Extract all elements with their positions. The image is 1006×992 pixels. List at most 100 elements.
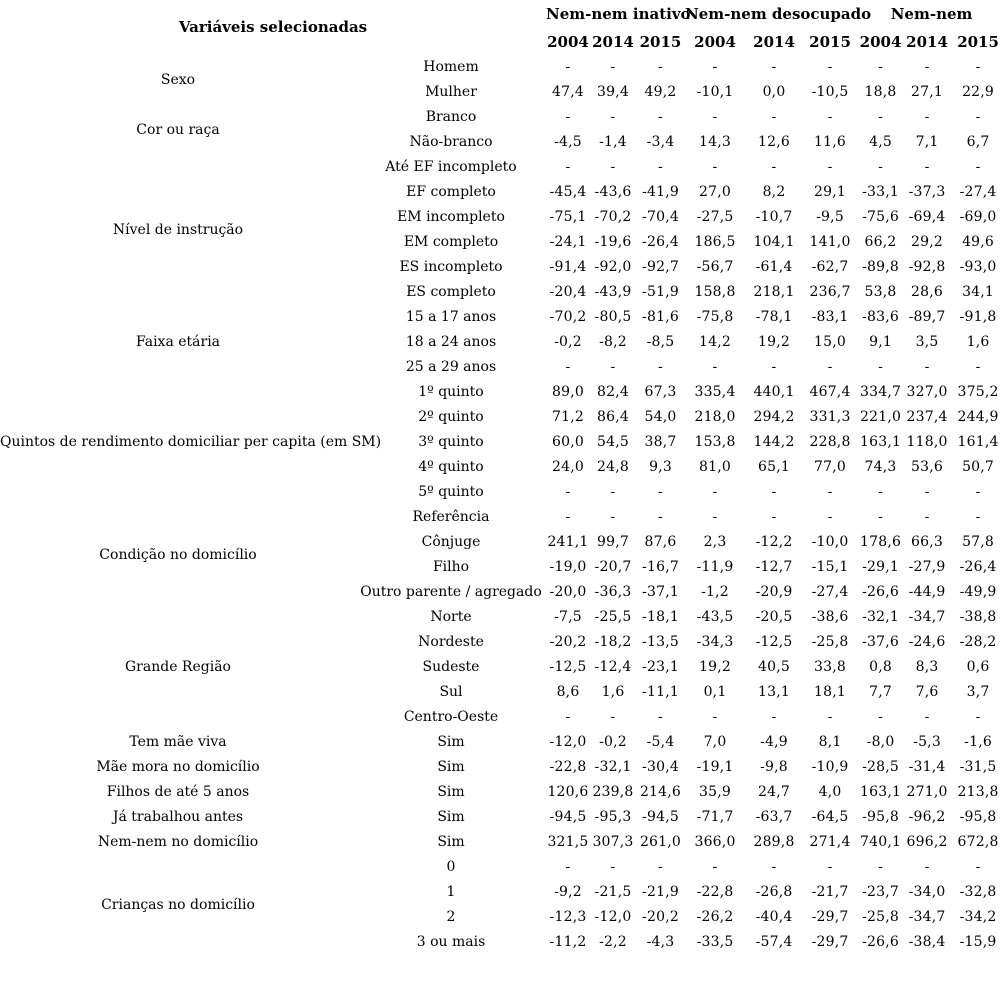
category-cell: Mãe mora no domicílio [96,759,260,775]
value-cell: - [610,59,616,75]
value-cell: -10,5 [811,84,849,100]
subcategory-cell: 18 a 24 anos [405,334,497,350]
value-cell: - [565,59,571,75]
value-cell: -25,8 [862,909,899,925]
value-cell: 218,1 [753,284,795,300]
value-cell: -16,7 [642,559,679,575]
value-cell: - [610,709,616,725]
value-cell: - [658,859,663,875]
value-cell: -1,2 [701,584,729,600]
value-cell: -18,1 [642,609,679,625]
year-header: 2015 [957,33,999,51]
subcategory-cell: Não-branco [409,134,493,150]
table-row: 2º quinto 71,2 86,4 54,0 218,0 294,2 331,3 221,… [0,405,1006,430]
value-cell: -37,3 [908,184,946,200]
value-cell: 67,3 [644,384,677,400]
value-cell: - [771,709,777,725]
value-cell: -92,8 [908,259,946,275]
value-cell: 236,7 [809,284,851,300]
year-header: 2014 [906,33,948,51]
category-cell: Grande Região [125,659,231,675]
table-row: 2 -12,3 -12,0 -20,2 -26,2 -40,4 -29,7 -25,8 -34,… [0,905,1006,930]
value-cell: - [565,159,571,175]
value-cell: 261,0 [639,834,682,850]
value-cell: 4,5 [869,134,892,150]
value-cell: - [827,109,833,125]
value-cell: -21,7 [811,884,849,900]
value-cell: - [827,59,833,75]
value-cell: -56,7 [696,259,734,275]
value-cell: 14,3 [699,134,731,150]
value-cell: 440,1 [753,384,795,400]
value-cell: 50,7 [962,459,995,475]
value-cell: 13,1 [758,684,790,700]
value-cell: 307,3 [592,834,634,850]
value-cell: 15,0 [814,334,847,350]
table-row: Nem-nem no domicílio Sim 321,5 307,3 261,0 36… [0,830,1006,855]
subcategory-cell: 15 a 17 anos [405,309,497,325]
value-cell: - [658,159,663,175]
value-cell: -92,0 [594,259,632,275]
value-cell: -71,7 [696,809,734,825]
category-cell: Condição no domicílio [99,546,257,563]
value-cell: 11,6 [814,134,847,150]
value-cell: -20,2 [549,634,587,650]
value-cell: - [975,59,981,75]
table-row: ES incompleto -91,4 -92,0 -92,7 -56,7 -61,4 -6… [0,255,1006,280]
value-cell: 71,2 [552,409,584,425]
value-cell: -49,9 [959,584,997,600]
value-cell: -51,9 [642,284,679,300]
value-cell: 99,7 [597,534,629,550]
value-cell: 47,4 [552,84,584,100]
value-cell: 66,2 [864,234,897,250]
value-cell: - [565,509,571,525]
value-cell: -70,2 [594,209,632,225]
value-cell: 0,8 [869,659,892,675]
value-cell: -89,7 [908,309,946,325]
subcategory-cell: 3º quinto [418,434,484,450]
value-cell: - [924,109,930,125]
value-cell: - [610,484,616,500]
value-cell: 294,2 [753,409,795,425]
value-cell: 9,1 [869,334,892,350]
value-cell: -91,8 [959,309,997,325]
value-cell: - [827,859,833,875]
value-cell: -4,5 [554,134,582,150]
value-cell: -34,7 [908,609,946,625]
value-cell: -10,1 [696,84,734,100]
value-cell: 0,6 [966,659,990,675]
value-cell: -29,1 [862,559,899,575]
value-cell: - [878,59,884,75]
value-cell: 366,0 [694,834,736,850]
value-cell: -95,3 [594,809,632,825]
table-row: Tem mãe viva Sim -12,0 -0,2 -5,4 7,0 -4,9 8,1 -8… [0,730,1006,755]
value-cell: 1,6 [601,684,625,700]
subcategory-cell: 1 [446,884,456,900]
value-cell: 7,7 [869,684,892,700]
table-row: 25 a 29 anos - - - - - - - - - [0,355,1006,380]
value-cell: -21,5 [594,884,632,900]
value-cell: - [771,59,777,75]
subcategory-cell: 25 a 29 anos [405,359,497,375]
value-cell: -93,0 [959,259,997,275]
value-cell: -33,5 [696,934,734,950]
value-cell: - [771,359,777,375]
table-row: Mãe mora no domicílio Sim -22,8 -32,1 -30,4 -… [0,755,1006,780]
value-cell: - [712,159,718,175]
table-row: Filho -19,0 -20,7 -16,7 -11,9 -12,7 -15,1 -29,1… [0,555,1006,580]
value-cell: 244,9 [957,409,999,425]
category-cell: Nem-nem no domicílio [97,834,259,850]
subcategory-cell: 4º quinto [418,459,484,475]
table-row: 4º quinto 24,0 24,8 9,3 81,0 65,1 77,0 74,3 53,6… [0,455,1006,480]
table-row: Cônjuge 241,1 99,7 87,6 2,3 -12,2 -10,0 178,6 66… [0,530,1006,555]
year-header-row: 2004 2014 2015 2004 2014 2015 2004 2014 … [0,29,1006,55]
value-cell: -12,2 [755,534,793,550]
value-cell: -11,2 [549,934,587,950]
value-cell: 104,1 [753,234,795,250]
value-cell: 65,1 [758,459,790,475]
table-row: Não-branco -4,5 -1,4 -3,4 14,3 12,6 11,6 4,5 7,1… [0,130,1006,155]
value-cell: -19,0 [549,559,587,575]
value-cell: -30,4 [642,759,679,775]
value-cell: -43,6 [594,184,632,200]
value-cell: 87,6 [644,534,677,550]
